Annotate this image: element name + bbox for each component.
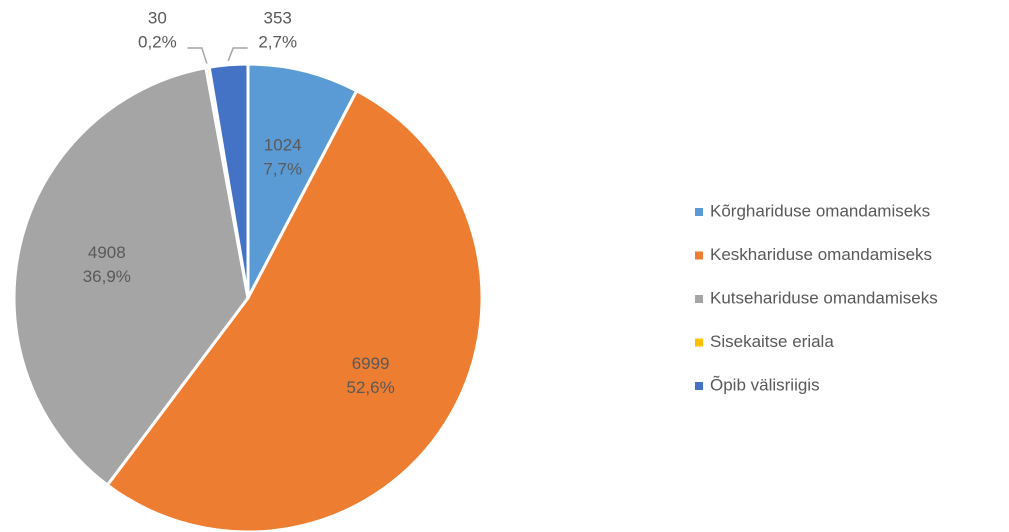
percent-label: 0,2% bbox=[138, 32, 177, 51]
percent-label: 7,7% bbox=[263, 160, 302, 179]
leader-line bbox=[227, 47, 248, 62]
pie-slice bbox=[12, 66, 250, 488]
legend-swatch bbox=[695, 251, 703, 260]
legend-swatch bbox=[695, 382, 703, 390]
legend-label: Õpib välisriigis bbox=[710, 375, 820, 394]
percent-label: 36,9% bbox=[83, 267, 131, 286]
legend-swatch bbox=[695, 208, 703, 216]
legend-label: Sisekaitse eriala bbox=[710, 332, 834, 351]
data-label: 353 bbox=[264, 8, 292, 27]
legend-label: Kutsehariduse omandamiseks bbox=[710, 288, 938, 307]
pie-slice bbox=[105, 88, 484, 532]
percent-label: 52,6% bbox=[347, 378, 395, 397]
data-label: 1024 bbox=[264, 136, 302, 155]
pie-slice bbox=[246, 62, 359, 299]
percent-label: 2,7% bbox=[258, 32, 297, 51]
legend-label: Keskhariduse omandamiseks bbox=[710, 245, 932, 264]
legend-label: Kõrghariduse omandamiseks bbox=[710, 201, 930, 220]
data-label: 4908 bbox=[88, 243, 126, 262]
data-label: 6999 bbox=[352, 354, 390, 373]
legend-swatch bbox=[695, 338, 703, 347]
leader-line bbox=[187, 47, 208, 64]
pie-slice bbox=[207, 62, 250, 299]
legend-swatch bbox=[695, 295, 703, 303]
data-label: 30 bbox=[148, 8, 167, 27]
